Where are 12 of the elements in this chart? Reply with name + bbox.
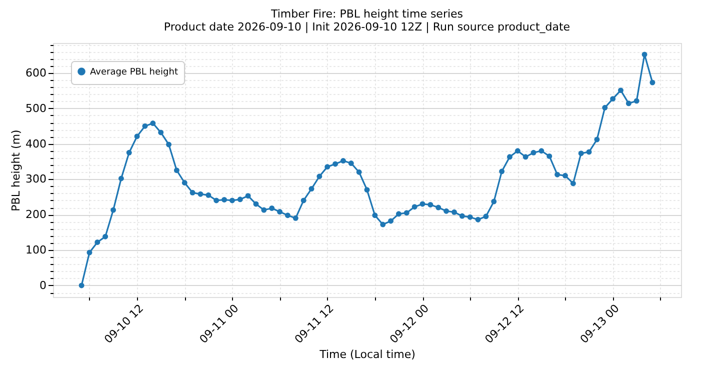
chart-title: Timber Fire: PBL height time series [270, 8, 464, 21]
y-axis-title: PBL height (m) [10, 130, 23, 212]
y-tick-label: 400 [26, 137, 46, 150]
y-tick-label: 100 [26, 244, 46, 257]
y-tick-label: 500 [26, 102, 46, 115]
y-tick-label: 300 [26, 172, 46, 186]
y-tick-label: 600 [26, 66, 46, 80]
y-tick-label: 0 [40, 278, 46, 292]
legend-label: Average PBL height [90, 68, 178, 78]
chart-subtitle: Product date 2026-09-10 | Init 2026-09-10 12Z | Run source product_date [164, 20, 570, 34]
y-tick-label: 200 [26, 208, 46, 222]
x-axis-title: Time (Local time) [318, 348, 416, 362]
